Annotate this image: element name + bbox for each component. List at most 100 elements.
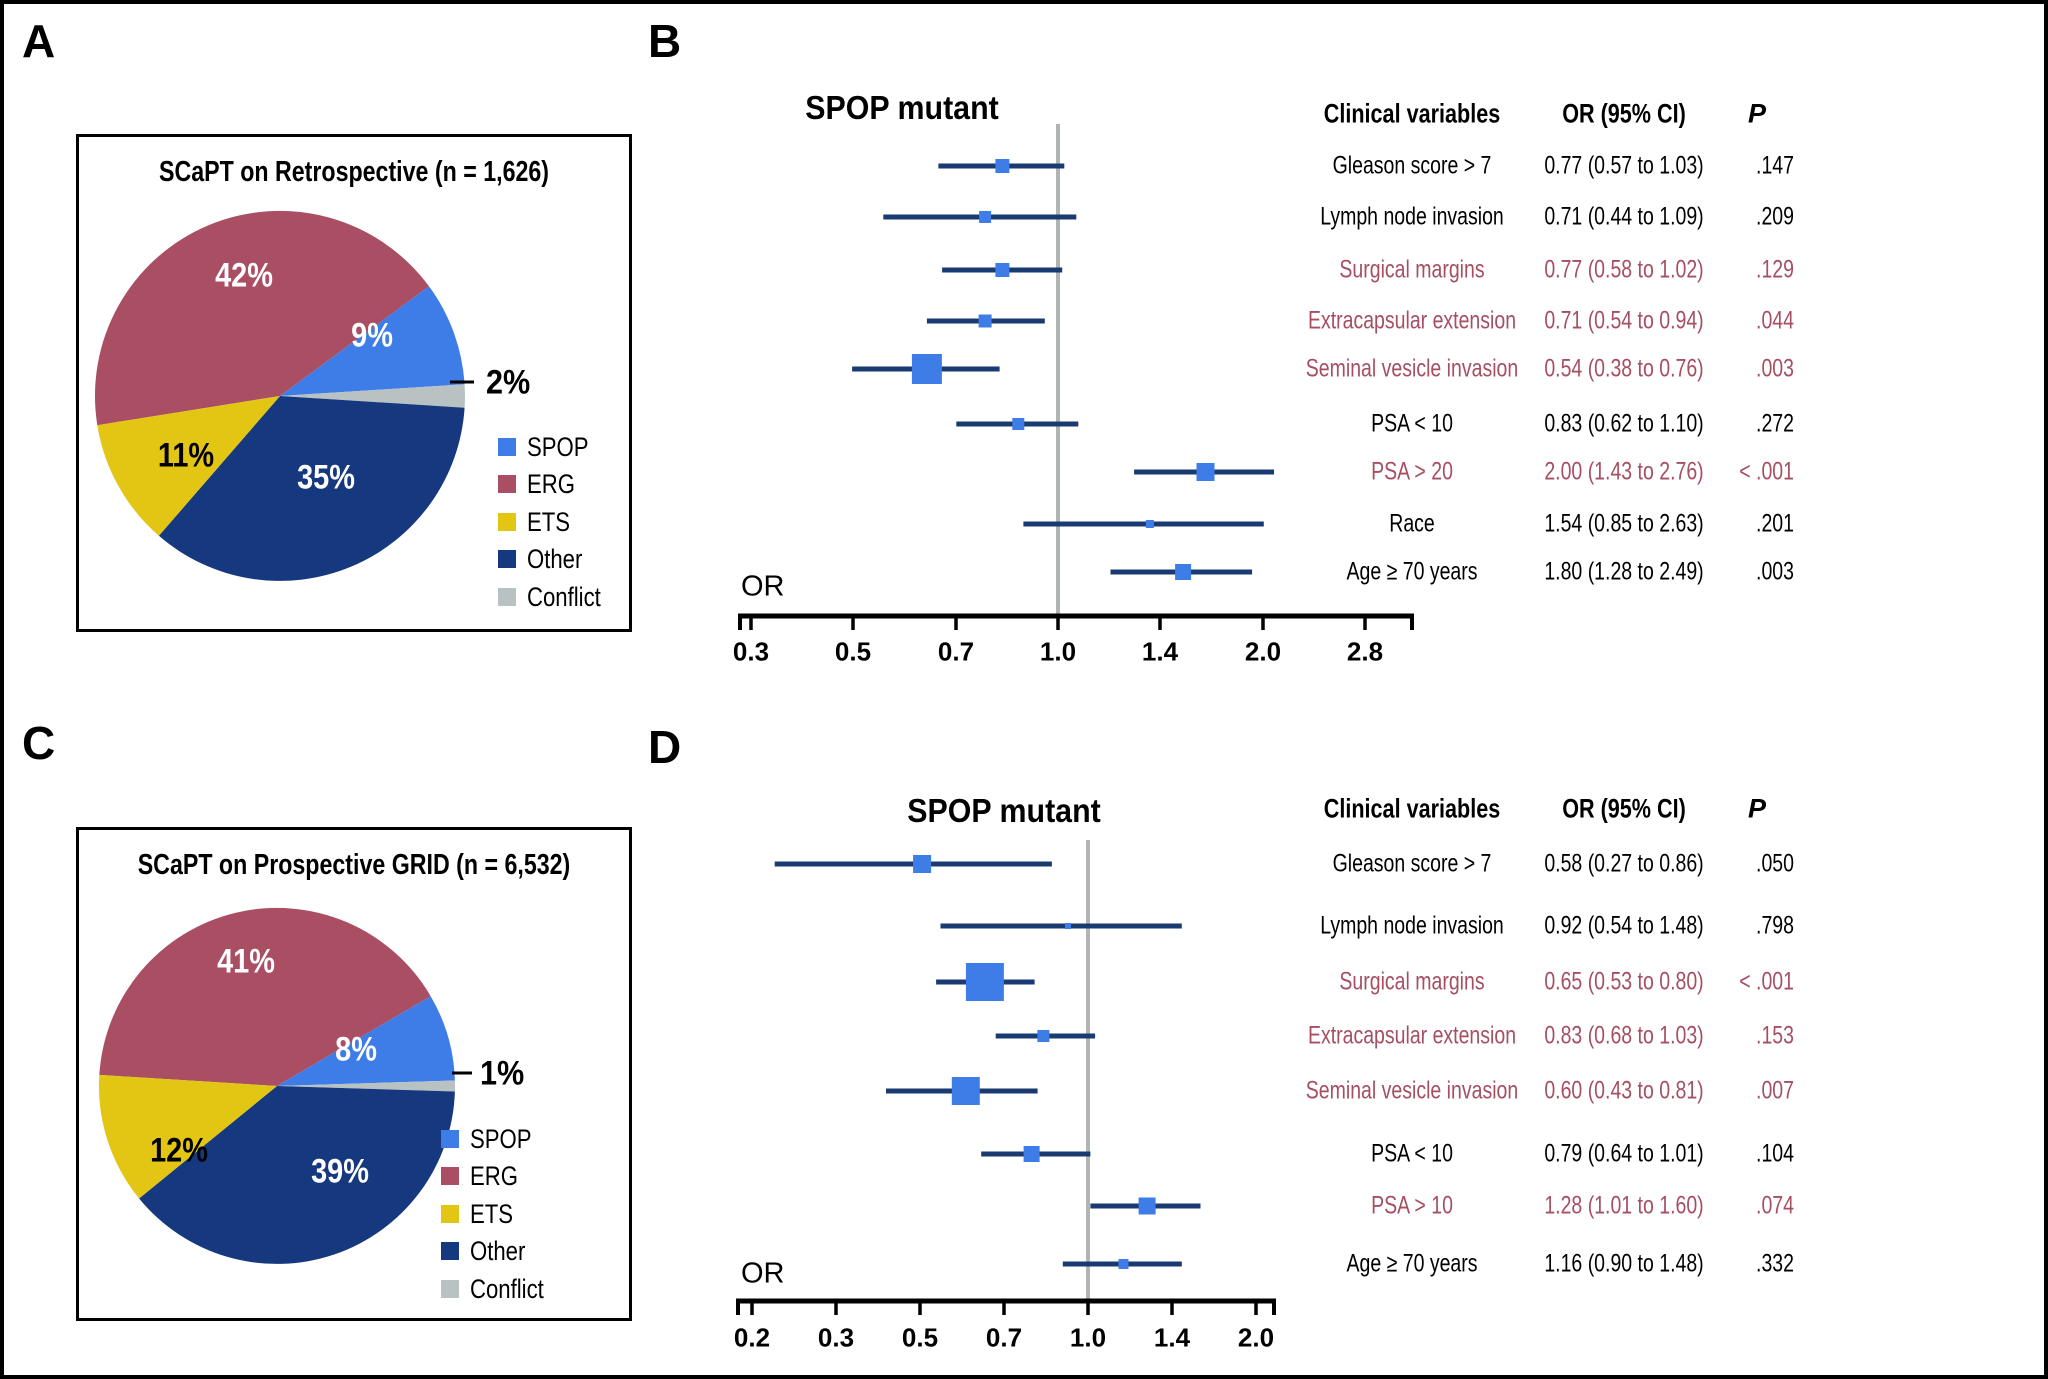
x-axis-tick-label: 0.5 [901,1322,939,1353]
legend-item-label: ETS [527,506,571,537]
legend-item: SPOP [498,431,602,462]
table-cell-p-value: .209 [1756,202,1794,231]
legend-swatch-spop [441,1130,459,1148]
or-marker [1023,1146,1040,1162]
or-marker [1037,1030,1050,1042]
legend-item: ETS [498,506,580,537]
x-axis-tick-label: 0.5 [834,636,872,667]
table-d-header-variables: Clinical variables [1323,793,1501,824]
table-cell-or-ci: 1.80 (1.28 to 2.49) [1544,557,1704,586]
table-cell-or-ci: 1.16 (0.90 to 1.48) [1544,1249,1704,1278]
x-axis-tick-label: 1.0 [1069,1322,1107,1353]
x-axis-tick-label: 0.7 [937,636,975,667]
table-cell-variable: Surgical margins [1339,255,1485,284]
legend-swatch-conflict [498,588,516,606]
pie-slice-ets [97,396,280,536]
forest-d-or-axis-label: OR [741,1257,785,1290]
table-cell-or-ci: 2.00 (1.43 to 2.76) [1544,457,1704,486]
legend-swatch-spop [498,438,516,456]
or-marker [979,211,992,223]
pie-slice-label: 41% [217,942,275,981]
pie-slice-erg [99,907,431,1086]
legend-item: ERG [498,468,586,499]
figure-canvas [94,124,1414,1315]
table-cell-variable: PSA < 10 [1371,409,1453,438]
legend-item: Conflict [441,1273,560,1304]
x-axis-tick-label: 1.4 [1153,1322,1191,1353]
legend-swatch-erg [441,1167,459,1185]
legend-item-label: Conflict [470,1273,544,1304]
table-cell-or-ci: 1.54 (0.85 to 2.63) [1544,509,1704,538]
legend-item-label: Other [470,1235,526,1266]
table-cell-variable: Surgical margins [1339,967,1485,996]
legend-swatch-conflict [441,1280,459,1298]
pie-slice-label: 8% [335,1030,377,1069]
table-cell-p-value: .201 [1756,509,1794,538]
pie-slice-label: 11% [157,436,215,475]
table-cell-p-value: .272 [1756,409,1794,438]
table-cell-variable: Gleason score > 7 [1332,849,1492,878]
x-axis-tick-label: 0.2 [733,1322,771,1353]
or-marker [951,1077,980,1105]
or-marker [913,855,932,873]
or-marker [978,314,992,328]
table-cell-or-ci: 1.28 (1.01 to 1.60) [1544,1191,1704,1220]
pie-slice-conflict [280,384,465,408]
x-axis-tick-label: 0.3 [732,636,770,667]
table-cell-variable: PSA < 10 [1371,1139,1453,1168]
legend-swatch-other [498,550,516,568]
table-cell-p-value: .074 [1756,1191,1794,1220]
legend-item-label: ERG [470,1160,518,1191]
legend-swatch-erg [498,475,516,493]
table-d-header-p: P [1747,793,1767,824]
legend-item-label: SPOP [527,431,589,462]
pie-slice-erg [94,210,429,426]
legend-item-label: SPOP [470,1123,532,1154]
panel-label-c: C [22,717,56,769]
legend-item: Other [498,543,595,574]
pie-slice-spop [277,996,455,1086]
table-cell-or-ci: 0.77 (0.57 to 1.03) [1544,151,1704,180]
panel-label-d: D [648,721,682,773]
panel-c-title: SCaPT on Prospective GRID (n = 6,532) [137,849,571,881]
table-cell-variable: Seminal vesicle invasion [1305,1076,1519,1105]
legend-swatch-ets [498,513,516,531]
table-cell-p-value: .003 [1756,557,1794,586]
panel-label-b: B [648,15,682,67]
table-cell-or-ci: 0.54 (0.38 to 0.76) [1544,354,1704,383]
table-cell-p-value: .332 [1756,1249,1794,1278]
table-cell-p-value: < .001 [1739,967,1794,996]
or-marker [1175,564,1192,580]
table-cell-p-value: .147 [1756,151,1794,180]
or-marker [1118,1259,1129,1269]
table-cell-p-value: .129 [1756,255,1794,284]
forest-b-or-axis-label: OR [741,570,785,603]
or-marker [1012,418,1025,430]
table-cell-or-ci: 0.77 (0.58 to 1.02) [1544,255,1704,284]
pie-slice-spop [280,286,465,396]
legend-item: SPOP [441,1123,545,1154]
table-cell-or-ci: 0.71 (0.54 to 0.94) [1544,306,1704,335]
table-cell-or-ci: 0.65 (0.53 to 0.80) [1544,967,1704,996]
legend-item-label: Other [527,543,583,574]
panel-a-title: SCaPT on Retrospective (n = 1,626) [158,156,550,188]
table-cell-variable: Seminal vesicle invasion [1305,354,1519,383]
table-cell-or-ci: 0.92 (0.54 to 1.48) [1544,911,1704,940]
forest-b-title: SPOP mutant [805,89,999,126]
legend-item-label: ERG [527,468,575,499]
table-cell-variable: Extracapsular extension [1307,1021,1517,1050]
x-axis-tick-label: 0.3 [817,1322,855,1353]
pie-slice-conflict [277,1080,455,1092]
or-marker [995,159,1010,173]
panel-label-a: A [22,15,56,67]
legend-swatch-ets [441,1205,459,1223]
or-marker [1145,520,1154,528]
legend-item: ETS [441,1199,523,1229]
legend-item: ERG [441,1160,529,1191]
table-cell-variable: Lymph node invasion [1320,911,1504,940]
table-cell-or-ci: 0.83 (0.62 to 1.10) [1544,409,1704,438]
table-b-header-p: P [1747,98,1767,129]
or-marker [1065,923,1071,929]
x-axis-tick-label: 1.0 [1039,636,1077,667]
